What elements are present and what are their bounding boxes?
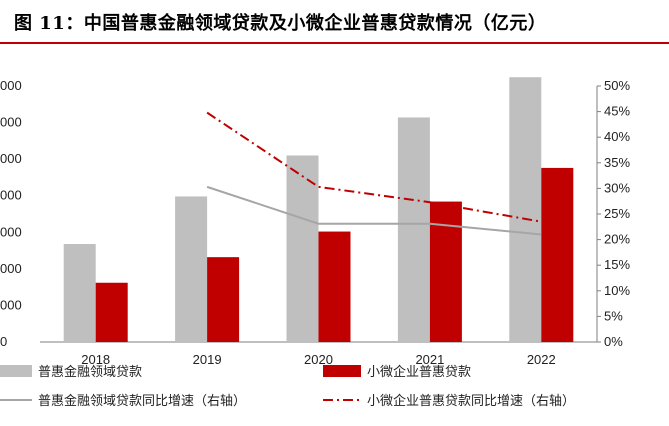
chart-title: 图 11：中国普惠金融领域贷款及小微企业普惠贷款情况（亿元） [14,13,547,34]
y-left-tick-label: 000 [0,188,22,203]
legend-label: 普惠金融领域贷款 [38,364,142,380]
legend-label: 普惠金融领域贷款同比增速（右轴） [38,393,246,409]
bar [318,231,351,342]
y-right-tick-label: 10% [604,283,630,298]
y-left-tick-label: 000 [0,115,22,130]
bar [509,77,542,343]
tick-labels: 00000000000000000000000%5%10%15%20%25%30… [0,78,630,367]
x-tick-label: 2019 [193,352,222,367]
bar [429,201,462,342]
series-line [206,185,542,236]
y-right-tick-label: 30% [604,180,630,195]
y-left-tick-label: 000 [0,297,22,312]
line-series [206,111,542,236]
y-right-tick-label: 45% [604,104,630,119]
y-left-tick-label: 000 [0,224,22,239]
bar [541,167,574,342]
legend-swatch [0,365,32,377]
bar-series [63,77,574,343]
y-left-tick-label: 0 [0,334,7,349]
title-underline [0,42,669,44]
y-right-tick-label: 20% [604,232,630,247]
y-right-tick-label: 15% [604,257,630,272]
series-line [206,111,542,223]
y-left-tick-label: 000 [0,261,22,276]
x-tick-label: 2020 [304,352,333,367]
bar [63,243,96,342]
y-right-tick-label: 5% [604,308,623,323]
y-left-tick-label: 000 [0,151,22,166]
y-left-tick-label: 000 [0,78,22,93]
legend-swatch [323,365,361,377]
legend-label: 小微企业普惠贷款 [367,364,471,380]
x-tick-label: 2018 [81,352,110,367]
bar [286,155,319,342]
legend-label: 小微企业普惠贷款同比增速（右轴） [367,393,575,409]
y-right-tick-label: 50% [604,78,630,93]
bar [397,117,430,342]
y-right-tick-label: 35% [604,155,630,170]
y-right-tick-label: 40% [604,129,630,144]
y-right-tick-label: 25% [604,206,630,221]
bar [95,282,128,342]
x-tick-label: 2022 [527,352,556,367]
y-right-tick-label: 0% [604,334,623,349]
bar [207,257,240,342]
bar [175,196,208,342]
x-tick-label: 2021 [415,352,444,367]
